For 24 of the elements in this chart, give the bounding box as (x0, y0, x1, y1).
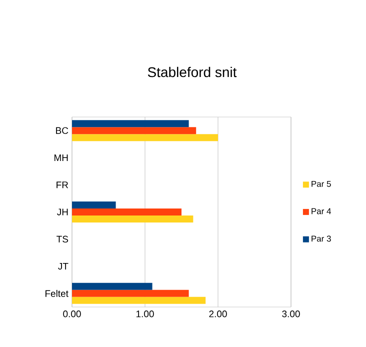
legend-label: Par 5 (312, 180, 331, 187)
bar (72, 127, 196, 134)
bar (72, 296, 206, 304)
y-tick-label: Feltet (46, 290, 68, 297)
x-tick-label: 2.00 (209, 310, 227, 318)
bar (72, 208, 182, 216)
x-tick-label: 1.00 (136, 310, 154, 318)
chart-title: Stableford snit (148, 66, 237, 78)
bar (72, 202, 116, 208)
legend-label: Par 3 (312, 236, 331, 242)
y-tick-label: TS (56, 236, 68, 243)
x-tick-label: 3.00 (282, 310, 300, 318)
bar (72, 134, 218, 142)
legend-label: Par 4 (312, 208, 332, 214)
bar (72, 290, 189, 297)
bar (72, 120, 189, 128)
bar (72, 216, 194, 222)
y-tick-label: BC (56, 127, 68, 134)
y-tick-label: MH (54, 154, 68, 161)
bar (72, 282, 152, 290)
y-tick-label: FR (56, 182, 68, 188)
x-tick-label: 0.00 (63, 310, 81, 318)
y-tick-label: JT (58, 262, 68, 270)
y-tick-label: JH (57, 208, 68, 216)
